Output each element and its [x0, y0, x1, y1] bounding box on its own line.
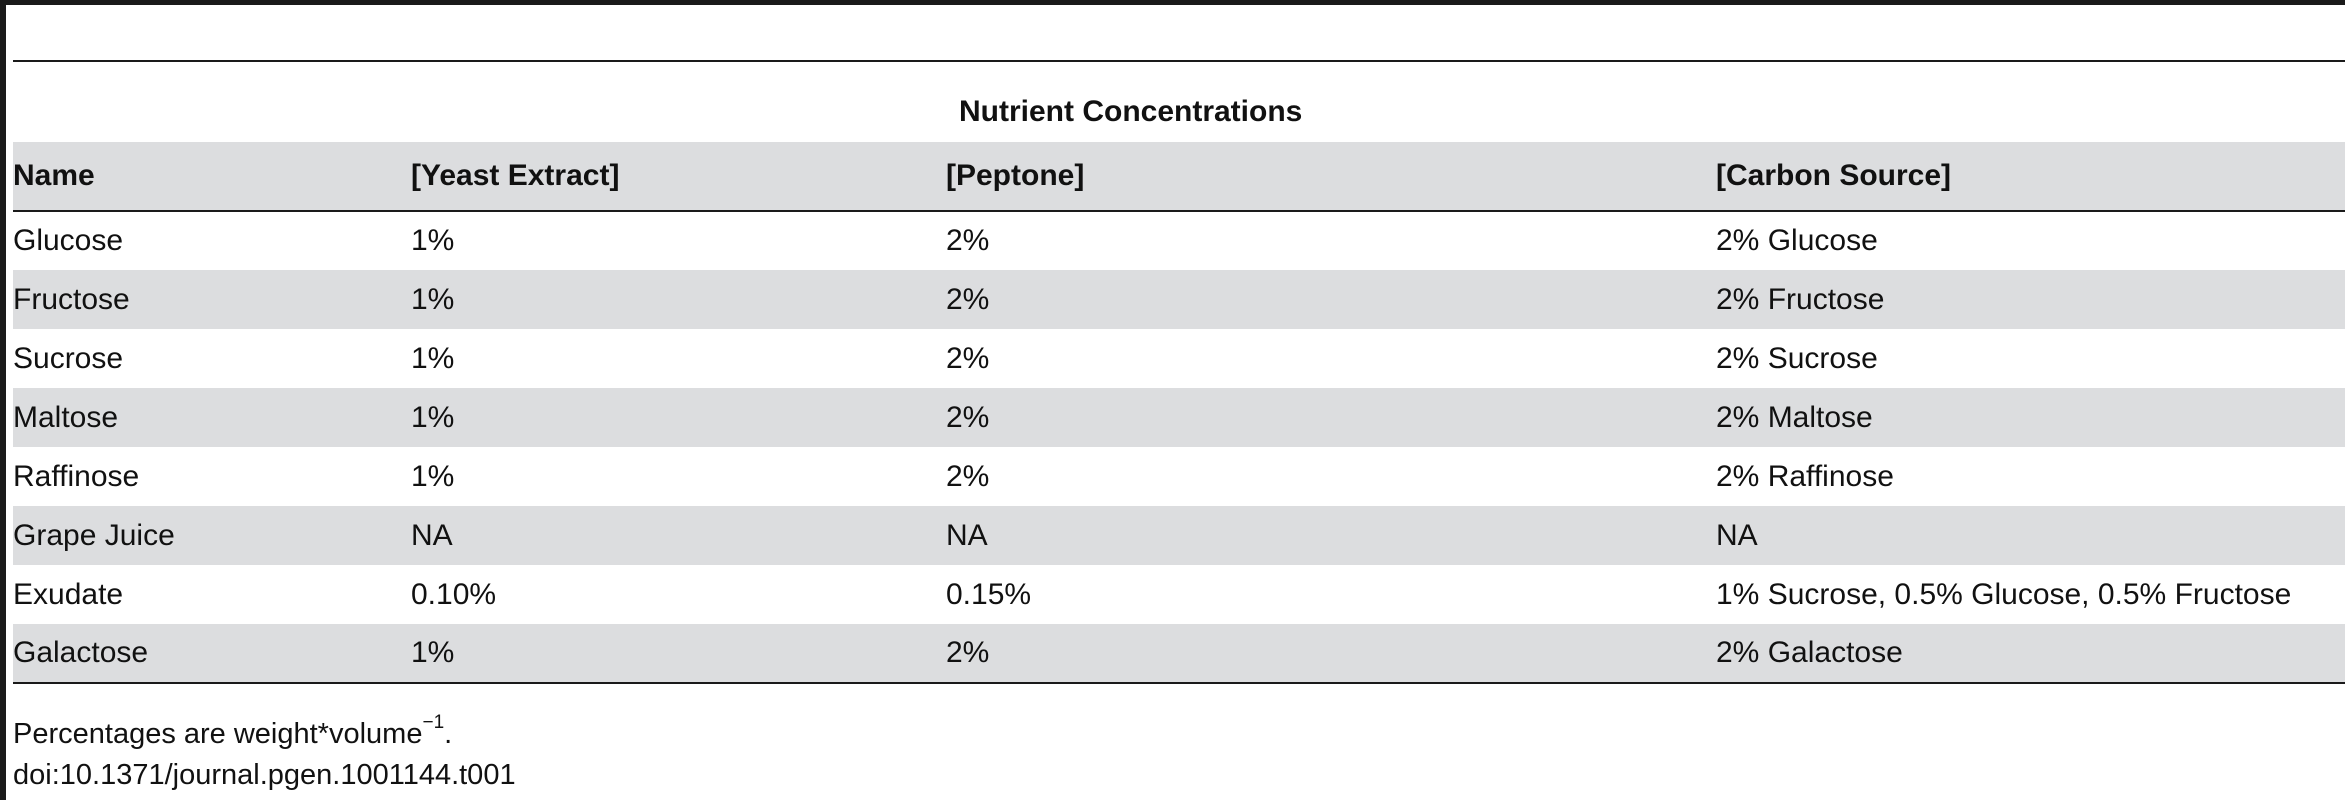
- footnote-superscript: −1: [422, 712, 445, 733]
- table-row: Sucrose 1% 2% 2% Sucrose: [13, 329, 2345, 388]
- cell-name: Raffinose: [13, 459, 140, 493]
- cell-name: Glucose: [13, 224, 124, 257]
- cell-yeast-extract: 1%: [411, 636, 455, 669]
- nutrient-table: Name [Yeast Extract] [Peptone] [Carbon S…: [13, 142, 2345, 684]
- table-row: Raffinose 1% 2% 2% Raffinose: [13, 447, 2345, 506]
- cell-carbon-source: 2% Sucrose: [1716, 341, 1878, 375]
- table-row: Exudate 0.10% 0.15% 1% Sucrose, 0.5% Glu…: [13, 565, 2345, 624]
- cell-carbon-source: NA: [1716, 518, 1758, 552]
- cell-peptone: 2%: [946, 341, 990, 375]
- cell-carbon-source: 1% Sucrose, 0.5% Glucose, 0.5% Fructose: [1716, 577, 2292, 611]
- column-header-peptone: [Peptone]: [946, 142, 1716, 212]
- cell-peptone: 2%: [946, 282, 990, 316]
- cell-yeast-extract: NA: [411, 518, 453, 552]
- column-header-name: Name: [13, 142, 411, 212]
- top-border: [0, 0, 2345, 5]
- table-row: Grape Juice NA NA NA: [13, 506, 2345, 565]
- cell-name: Grape Juice: [13, 518, 175, 552]
- cell-carbon-source: 2% Galactose: [1716, 636, 1903, 669]
- cell-carbon-source: 2% Maltose: [1716, 400, 1873, 434]
- doi-text: doi:10.1371/journal.pgen.1001144.t001: [13, 759, 516, 791]
- table-row: Glucose 1% 2% 2% Glucose: [13, 211, 2345, 270]
- cell-yeast-extract: 1%: [411, 282, 455, 316]
- column-header-carbon-source: [Carbon Source]: [1716, 142, 2345, 212]
- cell-peptone: 2%: [946, 224, 990, 257]
- footnote-text: Percentages are weight*volume: [13, 718, 423, 750]
- cell-name: Sucrose: [13, 341, 124, 375]
- left-border: [0, 0, 6, 800]
- header-row: Name [Yeast Extract] [Peptone] [Carbon S…: [13, 142, 2345, 212]
- cell-peptone: 0.15%: [946, 577, 1032, 611]
- table-row: Galactose 1% 2% 2% Galactose: [13, 624, 2345, 683]
- cell-peptone: 2%: [946, 459, 990, 493]
- cell-yeast-extract: 1%: [411, 341, 455, 375]
- cell-name: Galactose: [13, 636, 149, 669]
- cell-name: Fructose: [13, 282, 130, 316]
- cell-peptone: 2%: [946, 400, 990, 434]
- table-row: Fructose 1% 2% 2% Fructose: [13, 270, 2345, 329]
- group-header-nutrient-concentrations: Nutrient Concentrations: [946, 82, 1701, 144]
- cell-carbon-source: 2% Glucose: [1716, 224, 1878, 257]
- footnote-end: .: [444, 718, 453, 750]
- cell-yeast-extract: 0.10%: [411, 577, 497, 611]
- cell-name: Maltose: [13, 400, 119, 434]
- cell-carbon-source: 2% Fructose: [1716, 282, 1885, 316]
- cell-yeast-extract: 1%: [411, 400, 455, 434]
- cell-yeast-extract: 1%: [411, 224, 455, 257]
- table-footnote: Percentages are weight*volume−1.: [13, 712, 453, 751]
- cell-yeast-extract: 1%: [411, 459, 455, 493]
- table-top-rule: [13, 60, 2345, 62]
- table-row: Maltose 1% 2% 2% Maltose: [13, 388, 2345, 447]
- cell-peptone: 2%: [946, 636, 990, 669]
- column-header-yeast-extract: [Yeast Extract]: [411, 142, 946, 212]
- cell-carbon-source: 2% Raffinose: [1716, 459, 1894, 493]
- cell-peptone: NA: [946, 518, 988, 552]
- cell-name: Exudate: [13, 577, 124, 611]
